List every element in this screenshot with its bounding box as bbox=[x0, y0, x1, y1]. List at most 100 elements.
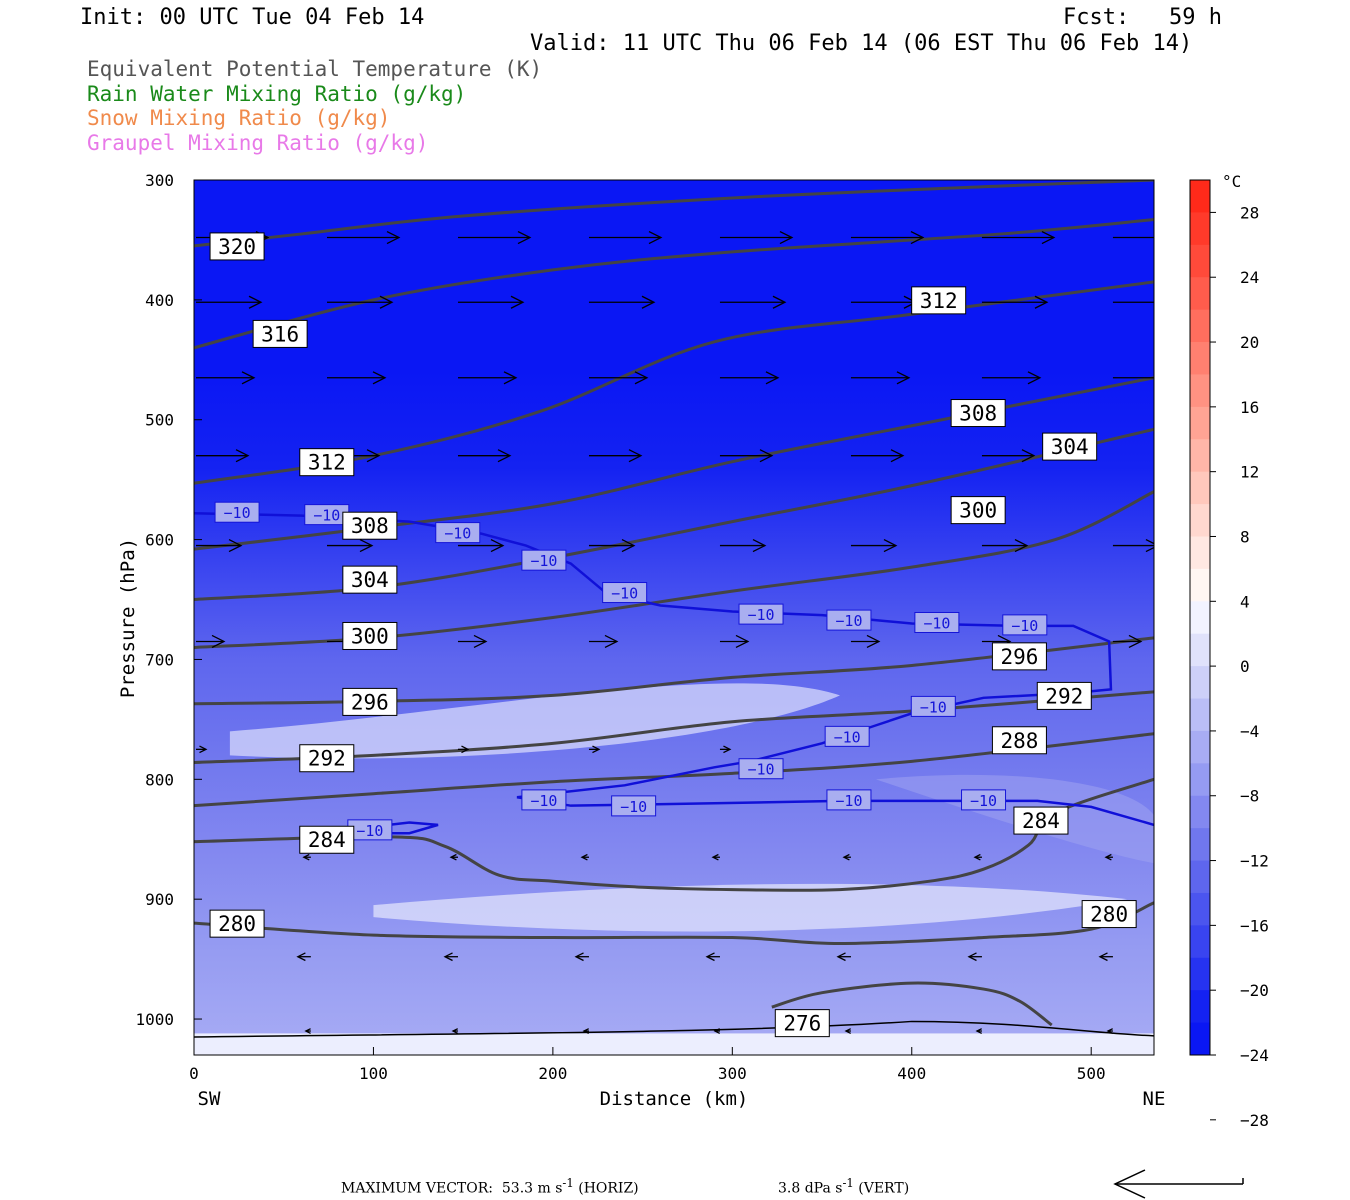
colorbar-label: 0 bbox=[1240, 657, 1250, 676]
colorbar-label: 20 bbox=[1240, 333, 1259, 352]
wind-vector-head bbox=[211, 634, 226, 649]
theta-e-label: 308 bbox=[351, 514, 389, 538]
theta-e-label: 304 bbox=[1051, 435, 1089, 459]
wind-vector-head bbox=[228, 539, 243, 553]
isotherm-label-box bbox=[1002, 614, 1048, 636]
wind-vector-head bbox=[975, 1028, 982, 1034]
theta-e-label: 292 bbox=[308, 747, 346, 771]
y-tick-label: 600 bbox=[145, 531, 174, 550]
wind-vector-head bbox=[705, 952, 715, 962]
y-tick-label: 300 bbox=[145, 171, 174, 190]
wind-vector-head bbox=[241, 371, 256, 385]
surface-layer-shading bbox=[194, 1033, 1154, 1055]
wind-vector-head bbox=[604, 634, 619, 649]
wind-vector-head bbox=[248, 295, 263, 309]
theta-e-label: 284 bbox=[308, 828, 346, 852]
isotherm-label-box bbox=[826, 789, 872, 811]
y-tick-label: 800 bbox=[145, 770, 174, 789]
wind-vector-head bbox=[1041, 230, 1056, 245]
colorbar-band bbox=[1190, 504, 1210, 537]
theta-e-contour-288 bbox=[194, 732, 1154, 808]
isotherm-label: −10 bbox=[611, 585, 638, 603]
theta-e-contour-280 bbox=[194, 901, 1154, 946]
colorbar-band bbox=[1190, 342, 1210, 375]
wind-vector-head bbox=[765, 371, 780, 385]
colorbar-label: 8 bbox=[1240, 527, 1250, 546]
wind-vector-head bbox=[866, 634, 881, 649]
colorbar-band bbox=[1190, 439, 1210, 473]
wind-vector-head bbox=[372, 371, 387, 385]
colorbar-band bbox=[1190, 374, 1210, 408]
x-tick-label: 300 bbox=[718, 1064, 747, 1083]
theta-e-contour-316 bbox=[194, 218, 1154, 350]
wind-vector-head bbox=[199, 745, 208, 754]
colorbar: 28 24 20 16 12 8 4 0 −4 −8 −12 −16 −20 −24 −28 bbox=[1189, 179, 1269, 1130]
wind-vector-head bbox=[1021, 449, 1036, 463]
x-tick-label: 100 bbox=[359, 1064, 388, 1083]
colorbar-band bbox=[1190, 180, 1210, 213]
wind-vector-head bbox=[386, 230, 401, 245]
colorbar-band bbox=[1190, 860, 1210, 894]
init-time: Init: 00 UTC Tue 04 Feb 14 bbox=[80, 5, 425, 30]
legend-snow: Snow Mixing Ratio (g/kg) bbox=[87, 106, 391, 130]
colorbar-label: −28 bbox=[1240, 1111, 1269, 1130]
colorbar-label: −24 bbox=[1240, 1046, 1269, 1065]
isotherm-label-box bbox=[961, 789, 1007, 811]
theta-e-label-box bbox=[299, 448, 355, 477]
isotherm-label-box bbox=[826, 609, 872, 631]
wind-vector-head bbox=[302, 853, 310, 861]
wind-vector-head bbox=[1014, 539, 1029, 553]
wind-vector-head bbox=[235, 449, 250, 463]
theta-e-label: 292 bbox=[1045, 684, 1083, 708]
isotherm-label: −10 bbox=[530, 792, 557, 810]
wind-vector-head bbox=[628, 449, 643, 463]
theta-e-contour-284 bbox=[194, 777, 1154, 892]
isotherm-label-box bbox=[914, 611, 960, 633]
max-vector-horiz-exponent: -1 bbox=[562, 1176, 574, 1190]
plot-frame bbox=[193, 179, 1155, 1056]
theta-e-label-box bbox=[342, 621, 398, 650]
wind-vector-head bbox=[1098, 952, 1108, 962]
isotherm-label-box bbox=[824, 725, 870, 747]
wind-vector-head bbox=[490, 539, 505, 553]
theta-e-label: 312 bbox=[920, 289, 958, 313]
theta-e-label: 300 bbox=[351, 624, 389, 648]
wind-vector-head bbox=[449, 853, 457, 861]
isotherm-label-box bbox=[521, 789, 567, 811]
theta-e-label-box bbox=[342, 687, 398, 716]
isotherm-label-box bbox=[214, 501, 260, 523]
colorbar-label: 4 bbox=[1240, 592, 1250, 611]
isotherm-label: −10 bbox=[1011, 617, 1038, 635]
colorbar-band bbox=[1190, 698, 1210, 732]
isotherm-label: −10 bbox=[530, 552, 557, 570]
colorbar-label: −20 bbox=[1240, 981, 1269, 1000]
wind-vector-head bbox=[713, 1028, 721, 1034]
wind-vector-head bbox=[1159, 372, 1171, 384]
colorbar-band bbox=[1190, 795, 1210, 829]
y-tick-label: 1000 bbox=[135, 1010, 174, 1029]
theta-e-label-box bbox=[209, 909, 265, 938]
wind-vector-head bbox=[752, 539, 767, 553]
colorbar-label: −4 bbox=[1240, 722, 1259, 741]
theta-e-label-box bbox=[299, 825, 355, 854]
warm-pocket-shading bbox=[373, 883, 1128, 932]
max-vector-horiz: MAXIMUM VECTOR: 53.3 m s-1 (HORIZ) bbox=[341, 1176, 639, 1197]
wind-vector-head bbox=[1128, 634, 1143, 649]
theta-e-label-box bbox=[209, 232, 265, 261]
theta-e-label-box bbox=[1013, 806, 1069, 835]
isotherm-labels: −10 −10 −10 −10 −10 −10 −10 −10 −10 −10 −10 −10 −10 −… bbox=[214, 501, 1048, 841]
legend-graupel: Graupel Mixing Ratio (g/kg) bbox=[87, 131, 429, 155]
max-vector-arrow bbox=[1113, 1169, 1244, 1199]
wind-vector-head bbox=[883, 539, 898, 553]
theta-e-label-box bbox=[1081, 900, 1137, 929]
theta-e-label-box bbox=[950, 399, 1006, 428]
theta-e-label: 296 bbox=[351, 690, 389, 714]
wind-vector-head bbox=[1027, 371, 1042, 385]
y-tick-label: 400 bbox=[145, 291, 174, 310]
wind-vector-head bbox=[890, 449, 905, 463]
wind-vector-head bbox=[648, 230, 663, 245]
colorbar-label: 28 bbox=[1240, 203, 1259, 222]
wind-vector-head bbox=[592, 745, 601, 754]
theta-e-label-box bbox=[991, 642, 1047, 671]
isotherm-label-box bbox=[738, 758, 784, 780]
